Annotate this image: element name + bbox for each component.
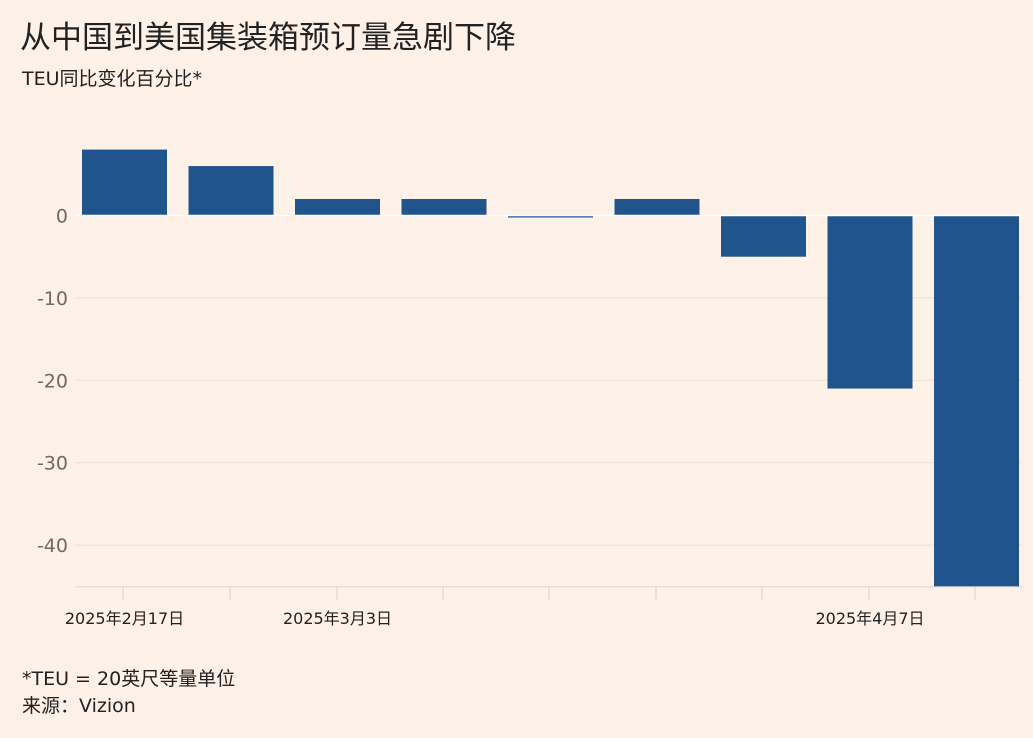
x-tick-label: 2025年2月17日 (65, 609, 184, 628)
bar (934, 215, 1019, 587)
footnote: *TEU = 20英尺等量单位 (22, 668, 236, 690)
chart-title: 从中国到美国集装箱预订量急剧下降 (20, 20, 516, 56)
bar (188, 166, 274, 216)
x-tick-label: 2025年3月3日 (283, 609, 392, 628)
bar (827, 215, 913, 389)
y-tick-label: -30 (37, 453, 68, 475)
x-tick-label: 2025年4月7日 (815, 609, 924, 628)
y-tick-label: -20 (37, 370, 68, 392)
chart-subtitle: TEU同比变化百分比* (22, 68, 203, 90)
bar (614, 199, 700, 216)
bar (721, 215, 806, 257)
source-note: 来源：Vizion (22, 695, 136, 717)
y-tick-label: -40 (37, 535, 68, 557)
bar (82, 149, 167, 216)
y-tick-label: -10 (37, 288, 68, 310)
bar-chart: 0 -10 -20 -30 -40 2025年2月17日 2025年3月3日 2025年4月7… (37, 149, 1022, 628)
y-tick-label: 0 (56, 206, 68, 228)
bar (508, 215, 593, 218)
bar (295, 199, 380, 216)
bar (401, 199, 487, 216)
